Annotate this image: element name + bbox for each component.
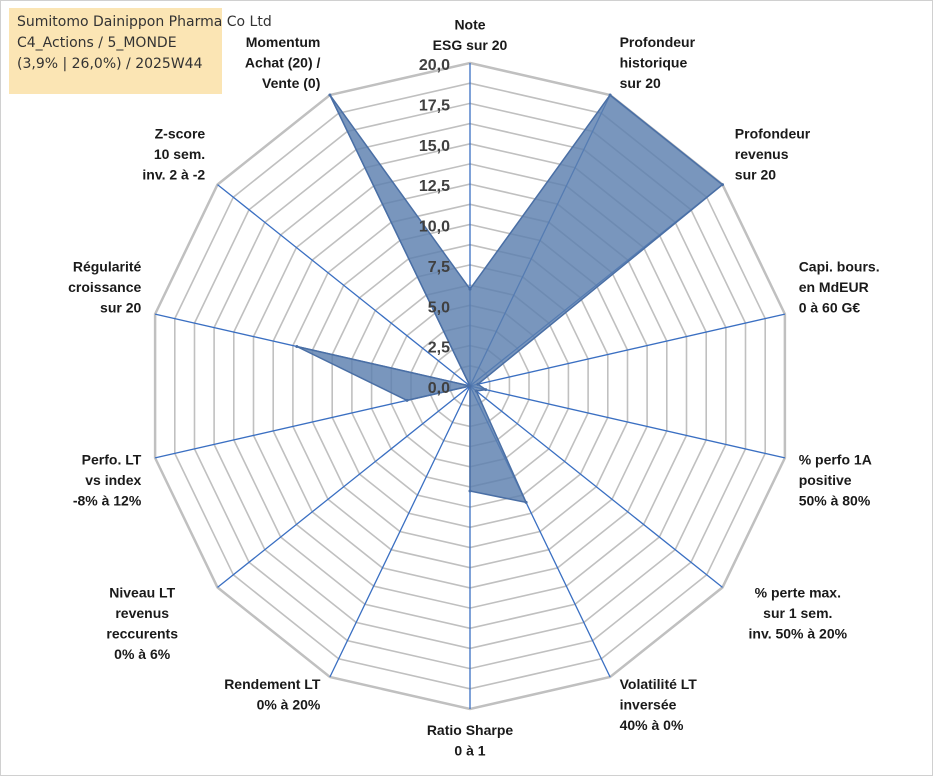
axis-label: vs index: [85, 472, 141, 488]
axis-spoke: [469, 385, 786, 459]
axis-label: reccurents: [106, 625, 178, 641]
data-point: [608, 93, 612, 97]
info-box: Sumitomo Dainippon Pharma Co Ltd C4_Acti…: [9, 8, 272, 94]
axis-spoke: [217, 184, 471, 387]
tick-label: 2,5: [428, 340, 450, 357]
data-point: [328, 93, 332, 97]
axis-label: sur 20: [735, 167, 776, 183]
axis-label: sur 20: [100, 299, 141, 315]
data-point: [295, 345, 299, 348]
axis-label: revenus: [115, 605, 169, 621]
data-point: [484, 388, 488, 392]
axis-spoke: [329, 385, 471, 678]
axis-label: historique: [620, 54, 688, 70]
axis-label: sur 20: [620, 75, 661, 91]
tick-label: 15,0: [419, 138, 450, 155]
axis-label: 0% à 20%: [257, 697, 321, 713]
axis-label: Note: [454, 17, 485, 33]
data-point: [524, 500, 528, 504]
axis-label: Profondeur: [735, 126, 811, 142]
series-area: [296, 93, 724, 504]
axis-label: croissance: [68, 279, 141, 295]
tick-label: 17,5: [419, 97, 450, 114]
data-point: [468, 384, 472, 388]
data-point: [721, 183, 724, 187]
axis-label: % perfo 1A: [799, 452, 872, 468]
label-layer: Note ESG sur 20 Profondeur historique sur 20…: [68, 17, 879, 759]
axis-label: inv. 50% à 20%: [749, 625, 848, 641]
tick-layer: 0,0 2,5 5,0 7,5 10,0 12,5 15,0 17,5 20,0: [419, 57, 450, 397]
axis-label: -8% à 12%: [73, 493, 142, 509]
data-point: [474, 389, 478, 393]
series-layer: [295, 93, 724, 504]
tick-label: 0,0: [428, 380, 450, 397]
axis-label: Profondeur: [620, 34, 696, 50]
axis-label: 40% à 0%: [620, 717, 684, 733]
info-company: Sumitomo Dainippon Pharma Co Ltd: [17, 14, 272, 30]
axis-label: Rendement LT: [224, 676, 321, 692]
data-point: [468, 489, 472, 493]
axis-label: Ratio Sharpe: [427, 722, 514, 738]
axis-spoke: [469, 313, 786, 387]
axis-label: Niveau LT: [109, 584, 175, 600]
tick-label: 12,5: [419, 178, 450, 195]
tick-label: 20,0: [419, 57, 450, 74]
axis-label: Régularité: [73, 258, 142, 274]
axis-label: Vente (0): [262, 75, 320, 91]
axis-label: Momentum: [246, 34, 321, 50]
axis-label: 50% à 80%: [799, 493, 871, 509]
axis-label: 0% à 6%: [114, 646, 171, 662]
axis-label: 10 sem.: [154, 146, 205, 162]
info-portfolio: C4_Actions / 5_MONDE: [17, 35, 177, 51]
axis-label: Perfo. LT: [82, 452, 142, 468]
axis-spoke: [217, 385, 471, 588]
axis-label: inv. 2 à -2: [142, 167, 205, 183]
axis-label: sur 1 sem.: [763, 605, 832, 621]
axis-label: Capi. bours.: [799, 258, 880, 274]
axis-label: inversée: [620, 697, 677, 713]
data-point: [405, 398, 409, 402]
axis-label: 0 à 1: [454, 743, 485, 759]
tick-label: 7,5: [428, 259, 450, 276]
info-stats: (3,9% | 26,0%) / 2025W44: [17, 56, 203, 72]
axis-label: en MdEUR: [799, 279, 869, 295]
axis-label: 0 à 60 G€: [799, 299, 861, 315]
axis-label: revenus: [735, 146, 789, 162]
axis-label: Volatilité LT: [620, 676, 698, 692]
axis-label: % perte max.: [755, 584, 841, 600]
axis-label: Achat (20) /: [245, 54, 321, 70]
tick-label: 5,0: [428, 299, 450, 316]
axis-spoke: [469, 385, 723, 588]
axis-label: ESG sur 20: [433, 37, 508, 53]
data-point: [468, 287, 472, 291]
axis-label: positive: [799, 472, 852, 488]
tick-label: 10,0: [419, 219, 450, 236]
axis-label: Z-score: [155, 126, 206, 142]
data-point: [476, 382, 480, 386]
